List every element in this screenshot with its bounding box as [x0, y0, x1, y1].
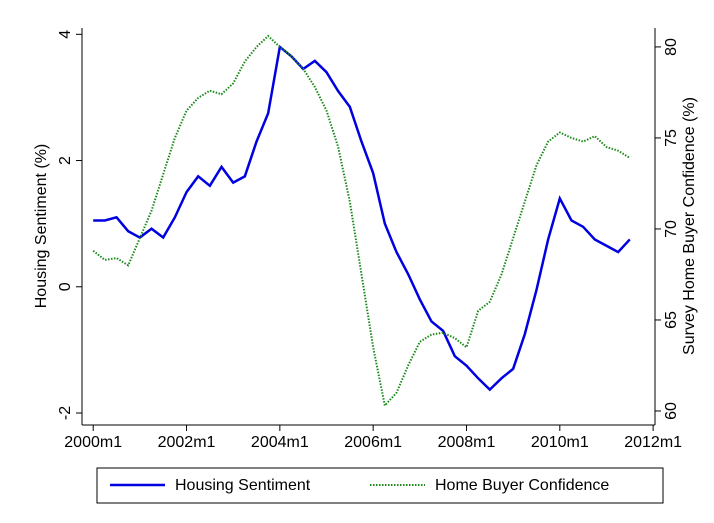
- y2-tick-label: 70: [663, 220, 680, 238]
- y-tick-label: 0: [57, 282, 74, 291]
- y2-tick-label: 60: [663, 402, 680, 420]
- y-tick-label: -2: [57, 406, 74, 420]
- y-tick-label: 2: [57, 156, 74, 165]
- legend-label: Housing Sentiment: [175, 477, 311, 494]
- legend-label: Home Buyer Confidence: [435, 477, 609, 494]
- y2-tick-label: 65: [663, 311, 680, 329]
- line-series: [92, 34, 631, 408]
- y-tick-label: 4: [57, 30, 74, 39]
- x-tick-label: 2000m1: [64, 434, 122, 451]
- line-series: [93, 44, 631, 392]
- x-tick-label: 2012m1: [624, 434, 682, 451]
- y2-axis-label: Survey Home Buyer Confidence (%): [681, 97, 698, 355]
- x-tick-label: 2002m1: [158, 434, 216, 451]
- x-tick-label: 2006m1: [344, 434, 402, 451]
- y2-tick-label: 80: [663, 38, 680, 56]
- x-tick-label: 2010m1: [531, 434, 589, 451]
- y2-tick-label: 75: [663, 129, 680, 147]
- x-tick-label: 2008m1: [438, 434, 496, 451]
- y-axis-label: Housing Sentiment (%): [33, 144, 50, 309]
- x-tick-label: 2004m1: [251, 434, 309, 451]
